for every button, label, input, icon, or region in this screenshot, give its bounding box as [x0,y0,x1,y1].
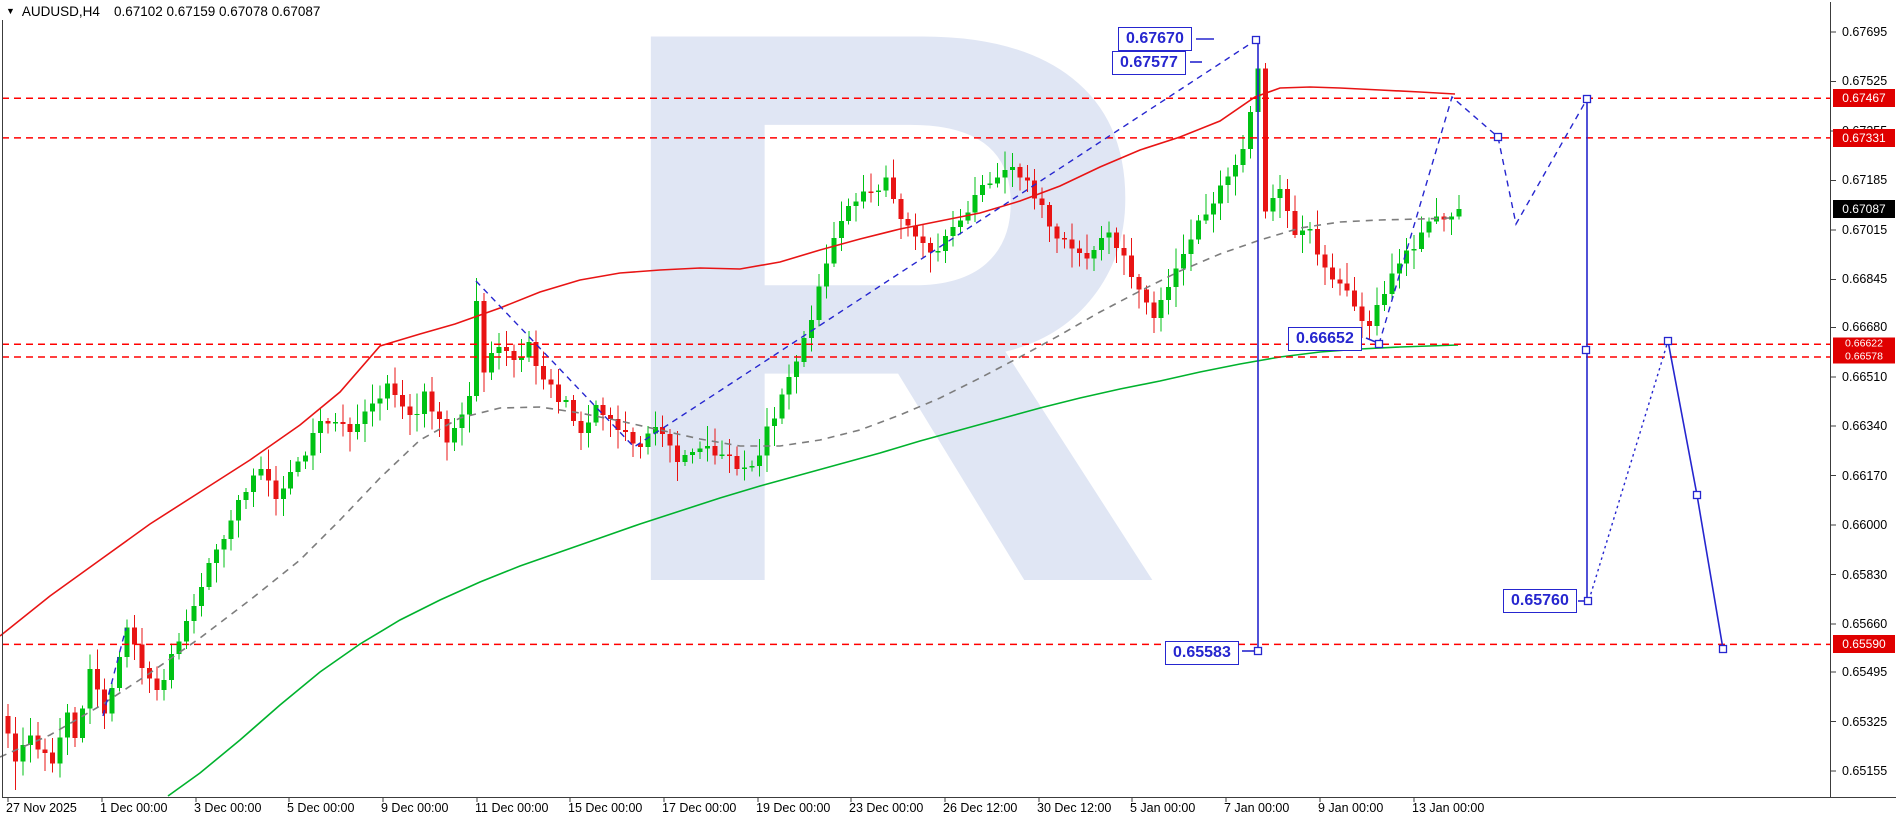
price-axis-label: 0.66845 [1842,272,1888,287]
chart-title: ▼ AUDUSD,H4 0.67102 0.67159 0.67078 0.6708… [6,4,320,19]
anchor-marker[interactable] [1493,132,1503,142]
watermark-logo: R [598,0,1169,748]
axis-price-tag: 0.67467 [1833,89,1895,108]
anchor-marker[interactable] [1718,644,1728,654]
anchor-marker[interactable] [1663,336,1673,346]
price-axis-label: 0.65495 [1842,665,1888,680]
price-axis-label: 0.67185 [1842,173,1888,188]
forecast-line[interactable] [1588,340,1669,601]
annotation-price-label[interactable]: 0.67670 [1118,27,1192,51]
price-axis-label: 0.65660 [1842,617,1888,632]
price-axis-label: 0.66340 [1842,419,1888,434]
price-axis-label: 0.66170 [1842,468,1888,483]
anchor-marker[interactable] [1692,490,1702,500]
current-price-tag: 0.67087 [1833,199,1895,218]
time-axis-label: 9 Dec 00:00 [381,801,449,815]
price-axis-label: 0.67525 [1842,74,1888,89]
time-axis-label: 11 Dec 00:00 [475,801,549,815]
axis-price-tag: 0.66578 [1833,350,1895,364]
time-axis-label: 15 Dec 00:00 [568,801,643,815]
anchor-marker[interactable] [1582,94,1592,104]
time-axis-label: 1 Dec 00:00 [100,801,168,815]
ma-slow-green [167,344,1459,797]
price-axis-label: 0.65155 [1842,764,1888,778]
price-axis-label: 0.67015 [1842,222,1888,237]
time-axis-label: 5 Dec 00:00 [287,801,355,815]
annotation-price-label[interactable]: 0.66652 [1288,327,1362,351]
symbol-dropdown-icon[interactable]: ▼ [6,6,15,16]
time-axis-label: 19 Dec 00:00 [756,801,831,815]
time-axis-label: 13 Jan 00:00 [1412,801,1485,815]
anchor-marker[interactable] [1583,596,1593,606]
time-axis-label: 23 Dec 00:00 [849,801,924,815]
ma-fast-red [0,86,1456,637]
price-axis-label: 0.66510 [1842,369,1888,384]
time-axis-label: 9 Jan 00:00 [1318,801,1384,815]
time-axis-label: 26 Dec 12:00 [943,801,1018,815]
time-axis-label: 30 Dec 12:00 [1037,801,1112,815]
price-axis[interactable]: 0.676950.675250.673550.671850.670150.668… [1831,0,1896,797]
forecast-line[interactable] [1378,95,1588,345]
anchor-marker[interactable] [1251,35,1261,45]
time-axis-label: 17 Dec 00:00 [662,801,737,815]
candlestick-series[interactable] [5,39,1462,790]
price-axis-label: 0.66000 [1842,518,1888,533]
ohlc-values: 0.67102 0.67159 0.67078 0.67087 [113,4,321,19]
forecast-line[interactable] [102,627,127,717]
ma-mid-gray-dashed [0,217,1451,758]
axis-price-tag: 0.65590 [1833,635,1895,654]
time-axis[interactable]: 27 Nov 2025 1 Dec 00:00 3 Dec 00:00 5 Dec 0… [0,798,1896,821]
symbol-timeframe: AUDUSD,H4 [21,4,100,19]
anchor-marker[interactable] [1581,345,1591,355]
anchor-marker[interactable] [1374,339,1384,349]
price-axis-label: 0.67695 [1842,25,1888,39]
time-axis-label: 27 Nov 2025 [6,801,77,815]
axis-price-tag: 0.67331 [1833,128,1895,147]
axis-price-tag: 0.66622 [1833,337,1895,351]
time-axis-label: 3 Dec 00:00 [194,801,262,815]
annotation-price-label[interactable]: 0.67577 [1112,51,1186,75]
price-axis-label: 0.65325 [1842,714,1888,729]
chart-frame [2,2,1896,802]
time-axis-label: 5 Jan 00:00 [1130,801,1196,815]
time-axis-label: 7 Jan 00:00 [1224,801,1290,815]
price-axis-label: 0.66680 [1842,320,1888,335]
price-axis-label: 0.65830 [1842,567,1888,582]
annotation-price-label[interactable]: 0.65583 [1165,641,1239,665]
anchor-marker[interactable] [1253,646,1263,656]
annotation-price-label[interactable]: 0.65760 [1503,589,1577,613]
